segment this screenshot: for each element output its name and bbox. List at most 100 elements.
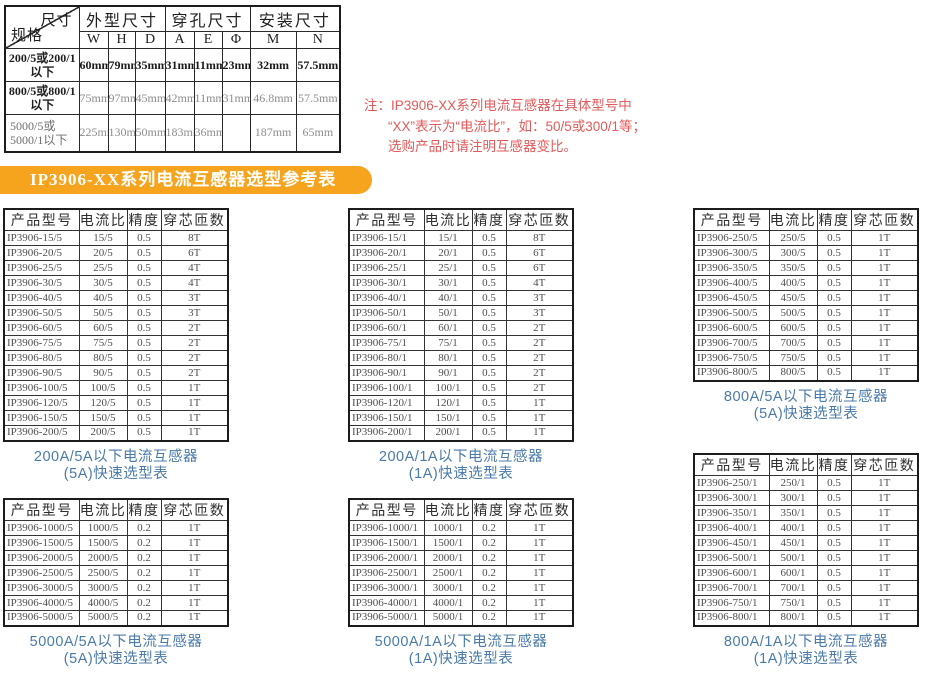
caption-line: (5A)快速选型表 xyxy=(753,405,859,422)
table-cell: 1T xyxy=(850,260,919,276)
table-cell: 0.5 xyxy=(126,410,162,426)
table-caption: 5000A/1A以下电流互感器 (1A)快速选型表 xyxy=(348,634,574,668)
table-cell: 4000/5 xyxy=(78,595,128,611)
table-cell: 300/5 xyxy=(768,245,818,261)
table-cell: IP3906-80/5 xyxy=(3,350,80,366)
column-letter: W xyxy=(78,31,109,49)
table-row: IP3906-1500/5 1500/5 0.2 1T xyxy=(3,535,229,551)
table-row: IP3906-50/1 50/1 0.5 3T xyxy=(348,305,574,321)
table-cell: 0.5 xyxy=(471,305,507,321)
table-row: 800/5或800/1 以下75mm97mm45mm42mm11mm31mm46… xyxy=(4,81,341,115)
column-header: 精度 xyxy=(471,208,507,231)
table-cell: 1T xyxy=(850,230,919,246)
table-cell: 4000/1 xyxy=(423,595,473,611)
table-cell: 1T xyxy=(160,395,229,411)
table-cell: 6T xyxy=(505,260,574,276)
selection-table: 产品型号 电流比 精度 穿芯匝数 IP3906-15/5 15/5 0.5 8T IP3906… xyxy=(3,208,229,442)
table-cell: 0.5 xyxy=(471,290,507,306)
table-row: IP3906-350/1 350/1 0.5 1T xyxy=(693,505,919,521)
table-cell: 15/5 xyxy=(78,230,128,246)
selection-table-5000a-5a: 产品型号 电流比 精度 穿芯匝数 IP3906-1000/5 1000/5 0.2 1T IP… xyxy=(3,498,229,668)
table-row: IP3906-120/5 120/5 0.5 1T xyxy=(3,395,229,411)
table-row: IP3906-20/1 20/1 0.5 6T xyxy=(348,245,574,261)
table-cell: 250/1 xyxy=(768,475,818,491)
table-cell: IP3906-600/5 xyxy=(693,320,770,336)
table-cell: 200/5 xyxy=(78,425,128,441)
table-cell: 0.5 xyxy=(126,380,162,396)
table-cell: 1T xyxy=(850,610,919,626)
table-cell: 1T xyxy=(160,565,229,581)
table-cell: 0.5 xyxy=(816,565,852,581)
table-cell: IP3906-2000/1 xyxy=(348,550,425,566)
column-header: 穿芯匝数 xyxy=(850,208,919,231)
table-cell: 150/5 xyxy=(78,410,128,426)
table-cell: 0.5 xyxy=(816,520,852,536)
table-cell: 3T xyxy=(505,305,574,321)
table-cell: 57.5mm xyxy=(295,48,341,82)
table-cell: IP3906-100/1 xyxy=(348,380,425,396)
table-cell: 31mm xyxy=(164,48,195,82)
table-cell: 183mm xyxy=(164,114,195,152)
table-cell: 250/5 xyxy=(768,230,818,246)
column-header: 电流比 xyxy=(423,208,473,231)
table-cell: 8T xyxy=(160,230,229,246)
table-cell: 2T xyxy=(160,365,229,381)
table-cell: IP3906-30/5 xyxy=(3,275,80,291)
selection-table-body: IP3906-1000/5 1000/5 0.2 1T IP3906-1500/5 150… xyxy=(3,520,229,626)
table-cell: 0.5 xyxy=(816,335,852,351)
table-row: IP3906-120/1 120/1 0.5 1T xyxy=(348,395,574,411)
header-row: 产品型号 电流比 精度 穿芯匝数 xyxy=(693,453,919,476)
table-cell: IP3906-1000/5 xyxy=(3,520,80,536)
table-row: IP3906-3000/5 3000/5 0.2 1T xyxy=(3,580,229,596)
table-cell: IP3906-90/5 xyxy=(3,365,80,381)
table-cell: 35mm xyxy=(134,48,166,82)
table-cell: IP3906-50/1 xyxy=(348,305,425,321)
table-cell: 6T xyxy=(160,245,229,261)
table-cell: IP3906-120/1 xyxy=(348,395,425,411)
selection-table-body: IP3906-250/1 250/1 0.5 1T IP3906-300/1 300/1 0… xyxy=(693,475,919,626)
selection-table-body: IP3906-15/1 15/1 0.5 8T IP3906-20/1 20/1 0.5 6T… xyxy=(348,230,574,441)
table-cell: 25/5 xyxy=(78,260,128,276)
table-cell: 1T xyxy=(160,595,229,611)
table-cell: 1T xyxy=(850,490,919,506)
table-row: IP3906-60/5 60/5 0.5 2T xyxy=(3,320,229,336)
table-cell: 80/1 xyxy=(423,350,473,366)
dimension-group-header-row: 尺寸 规格 外型尺寸 穿孔尺寸 安装尺寸 xyxy=(4,5,341,49)
table-cell: 1T xyxy=(850,595,919,611)
table-cell: 0.5 xyxy=(126,350,162,366)
table-cell: 1T xyxy=(505,535,574,551)
table-row: IP3906-500/5 500/5 0.5 1T xyxy=(693,305,919,321)
table-cell: 0.5 xyxy=(816,610,852,626)
caption-line: (1A)快速选型表 xyxy=(408,465,514,482)
table-cell: 4T xyxy=(160,260,229,276)
table-cell: 3T xyxy=(160,305,229,321)
selection-table-200a-5a: 产品型号 电流比 精度 穿芯匝数 IP3906-15/5 15/5 0.5 8T IP3906… xyxy=(3,208,229,483)
table-row: IP3906-450/1 450/1 0.5 1T xyxy=(693,535,919,551)
row-label: 800/5或800/1 以下 xyxy=(4,81,80,115)
table-cell: 36mm xyxy=(193,114,223,152)
selection-table-800a-1a: 产品型号 电流比 精度 穿芯匝数 IP3906-250/1 250/1 0.5 1T IP39… xyxy=(693,453,919,668)
table-cell: 0.5 xyxy=(126,425,162,441)
table-cell: 1T xyxy=(160,425,229,441)
note-line: 注：IP3906-XX系列电流互感器在具体型号中 xyxy=(364,98,632,113)
table-cell xyxy=(221,114,251,152)
caption-line: (1A)快速选型表 xyxy=(408,650,514,667)
table-row: IP3906-90/1 90/1 0.5 2T xyxy=(348,365,574,381)
column-header: 穿芯匝数 xyxy=(160,498,229,521)
table-row: IP3906-15/5 15/5 0.5 8T xyxy=(3,230,229,246)
table-cell: 2T xyxy=(505,350,574,366)
table-row: IP3906-150/1 150/1 0.5 1T xyxy=(348,410,574,426)
table-cell: 0.5 xyxy=(126,305,162,321)
table-cell: 0.5 xyxy=(816,535,852,551)
group-outer-dimensions: 外型尺寸 xyxy=(78,5,166,32)
table-cell: 1T xyxy=(850,320,919,336)
table-cell: 2T xyxy=(505,335,574,351)
corner-cell: 尺寸 规格 xyxy=(4,5,80,49)
selection-table-body: IP3906-15/5 15/5 0.5 8T IP3906-20/5 20/5 0.5 6T… xyxy=(3,230,229,441)
table-cell: 2T xyxy=(160,320,229,336)
table-cell: 0.5 xyxy=(816,305,852,321)
table-cell: IP3906-60/5 xyxy=(3,320,80,336)
table-cell: 0.5 xyxy=(816,245,852,261)
column-header: 精度 xyxy=(126,498,162,521)
table-cell: IP3906-400/5 xyxy=(693,275,770,291)
